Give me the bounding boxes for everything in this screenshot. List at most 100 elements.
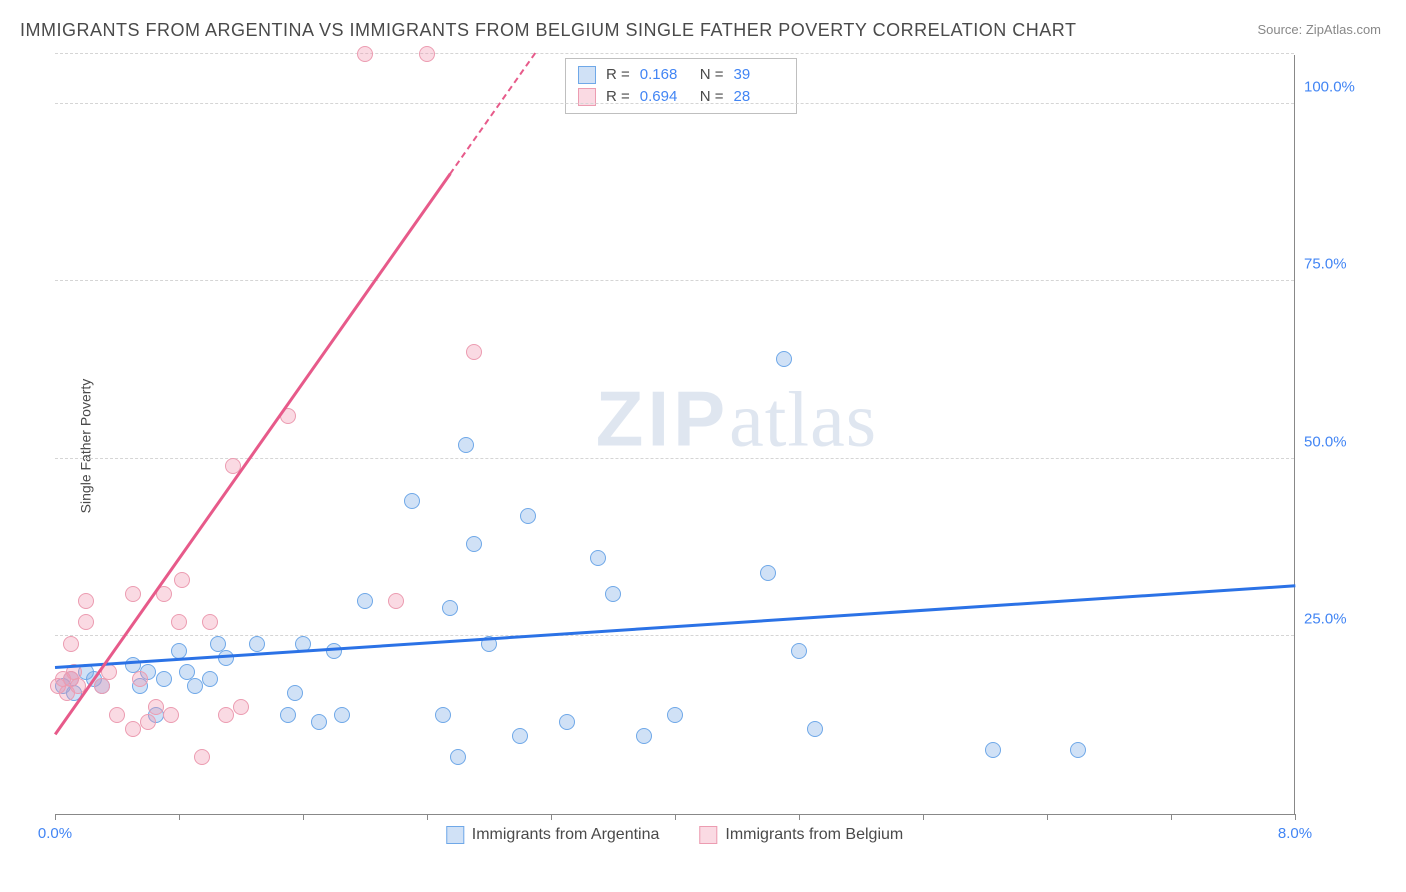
data-point bbox=[334, 707, 350, 723]
x-tick bbox=[1047, 814, 1048, 820]
data-point bbox=[218, 707, 234, 723]
trend-line bbox=[55, 584, 1295, 668]
data-point bbox=[78, 614, 94, 630]
r-label: R = bbox=[606, 86, 630, 108]
data-point bbox=[233, 699, 249, 715]
y-tick-label: 50.0% bbox=[1304, 433, 1364, 450]
data-point bbox=[125, 586, 141, 602]
legend-label: Immigrants from Belgium bbox=[725, 826, 903, 844]
data-point bbox=[311, 714, 327, 730]
data-point bbox=[419, 46, 435, 62]
x-tick bbox=[551, 814, 552, 820]
legend-stats: R = 0.168 N = 39 R = 0.694 N = 28 bbox=[565, 58, 797, 114]
data-point bbox=[148, 699, 164, 715]
x-tick bbox=[923, 814, 924, 820]
data-point bbox=[466, 344, 482, 360]
data-point bbox=[187, 678, 203, 694]
gridline bbox=[55, 103, 1294, 104]
x-tick bbox=[1295, 814, 1296, 820]
x-tick bbox=[675, 814, 676, 820]
data-point bbox=[435, 707, 451, 723]
data-point bbox=[357, 593, 373, 609]
x-tick bbox=[1171, 814, 1172, 820]
data-point bbox=[174, 572, 190, 588]
source-label: Source: ZipAtlas.com bbox=[1257, 22, 1381, 37]
gridline bbox=[55, 280, 1294, 281]
legend-swatch bbox=[446, 826, 464, 844]
n-value: 28 bbox=[734, 86, 784, 108]
data-point bbox=[94, 678, 110, 694]
data-point bbox=[78, 593, 94, 609]
scatter-plot: ZIPatlas R =0.168N =39R =0.694N =28 Immi… bbox=[55, 55, 1295, 815]
r-value: 0.694 bbox=[640, 86, 690, 108]
data-point bbox=[520, 508, 536, 524]
gridline bbox=[55, 635, 1294, 636]
data-point bbox=[1070, 742, 1086, 758]
y-tick-label: 100.0% bbox=[1304, 78, 1364, 95]
data-point bbox=[156, 671, 172, 687]
data-point bbox=[791, 643, 807, 659]
data-point bbox=[760, 565, 776, 581]
data-point bbox=[132, 671, 148, 687]
data-point bbox=[326, 643, 342, 659]
data-point bbox=[163, 707, 179, 723]
legend-series: Immigrants from Argentina Immigrants from… bbox=[446, 826, 903, 844]
legend-label: Immigrants from Argentina bbox=[472, 826, 660, 844]
chart-title: IMMIGRANTS FROM ARGENTINA VS IMMIGRANTS … bbox=[20, 20, 1076, 41]
watermark-zip: ZIP bbox=[596, 375, 729, 463]
data-point bbox=[605, 586, 621, 602]
data-point bbox=[218, 650, 234, 666]
gridline bbox=[55, 458, 1294, 459]
watermark-atlas: atlas bbox=[729, 376, 877, 463]
data-point bbox=[140, 714, 156, 730]
data-point bbox=[202, 671, 218, 687]
x-tick-label: 8.0% bbox=[1278, 825, 1312, 842]
r-value: 0.168 bbox=[640, 64, 690, 86]
data-point bbox=[985, 742, 1001, 758]
legend-swatch bbox=[699, 826, 717, 844]
data-point bbox=[458, 437, 474, 453]
data-point bbox=[249, 636, 265, 652]
data-point bbox=[442, 600, 458, 616]
x-tick bbox=[799, 814, 800, 820]
data-point bbox=[194, 749, 210, 765]
x-tick bbox=[55, 814, 56, 820]
n-label: N = bbox=[700, 64, 724, 86]
legend-stat-row: R = 0.694 N = 28 bbox=[578, 86, 784, 108]
data-point bbox=[512, 728, 528, 744]
data-point bbox=[357, 46, 373, 62]
data-point bbox=[590, 550, 606, 566]
y-tick-label: 75.0% bbox=[1304, 256, 1364, 273]
data-point bbox=[287, 685, 303, 701]
n-value: 39 bbox=[734, 64, 784, 86]
data-point bbox=[466, 536, 482, 552]
data-point bbox=[404, 493, 420, 509]
data-point bbox=[667, 707, 683, 723]
trend-line-dashed bbox=[449, 52, 536, 174]
x-tick bbox=[179, 814, 180, 820]
n-label: N = bbox=[700, 86, 724, 108]
gridline bbox=[55, 53, 1294, 54]
legend-stat-row: R = 0.168 N = 39 bbox=[578, 64, 784, 86]
data-point bbox=[202, 614, 218, 630]
y-tick-label: 25.0% bbox=[1304, 611, 1364, 628]
data-point bbox=[807, 721, 823, 737]
legend-item: Immigrants from Belgium bbox=[699, 826, 903, 844]
watermark: ZIPatlas bbox=[596, 374, 877, 465]
data-point bbox=[171, 614, 187, 630]
data-point bbox=[125, 721, 141, 737]
data-point bbox=[63, 636, 79, 652]
data-point bbox=[559, 714, 575, 730]
x-tick bbox=[303, 814, 304, 820]
legend-swatch bbox=[578, 66, 596, 84]
data-point bbox=[776, 351, 792, 367]
legend-item: Immigrants from Argentina bbox=[446, 826, 660, 844]
data-point bbox=[171, 643, 187, 659]
data-point bbox=[280, 707, 296, 723]
r-label: R = bbox=[606, 64, 630, 86]
data-point bbox=[109, 707, 125, 723]
x-tick-label: 0.0% bbox=[38, 825, 72, 842]
data-point bbox=[388, 593, 404, 609]
data-point bbox=[636, 728, 652, 744]
x-tick bbox=[427, 814, 428, 820]
